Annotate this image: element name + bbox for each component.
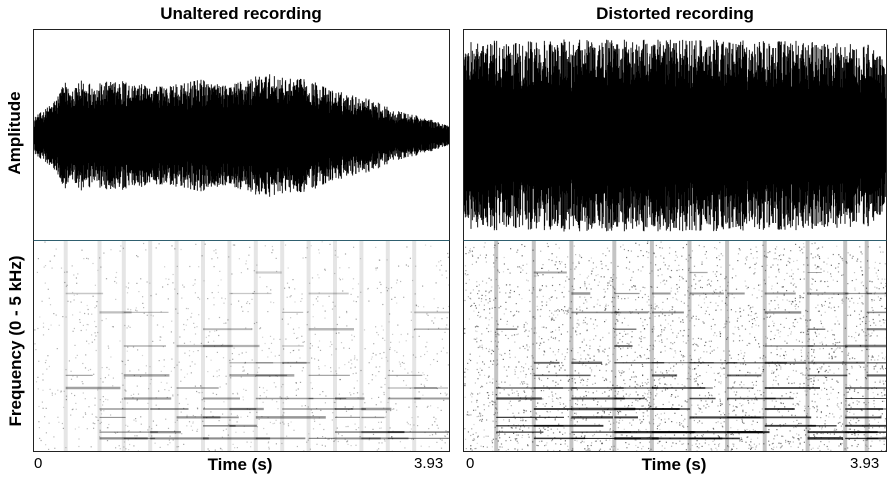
right-x-tick-start: 0 bbox=[466, 455, 475, 472]
right-x-tick-end: 3.93 bbox=[850, 455, 880, 472]
right-waveform-panel bbox=[463, 29, 887, 241]
frequency-axis-label: Frequency (0 - 5 kHz) bbox=[6, 255, 25, 427]
left-panel-title: Unaltered recording bbox=[160, 4, 322, 23]
right-spectrogram-image bbox=[464, 241, 886, 451]
left-spectrogram-image bbox=[34, 241, 449, 451]
right-waveform-plot bbox=[464, 39, 886, 232]
right-waveform-trace bbox=[464, 39, 886, 232]
left-x-tick-end: 3.93 bbox=[414, 455, 444, 472]
left-spectrogram-panel bbox=[33, 240, 450, 452]
amplitude-axis-label: Amplitude bbox=[5, 91, 24, 175]
left-spectrogram-plot bbox=[34, 241, 449, 451]
left-x-axis-label: Time (s) bbox=[207, 455, 273, 474]
right-panel-title: Distorted recording bbox=[596, 4, 754, 23]
left-waveform-trace bbox=[34, 74, 449, 197]
right-x-axis-label: Time (s) bbox=[641, 455, 707, 474]
left-waveform-plot bbox=[34, 74, 449, 197]
right-spectrogram-plot bbox=[464, 241, 886, 451]
left-waveform-panel bbox=[33, 29, 450, 241]
right-spectrogram-panel bbox=[463, 240, 887, 452]
left-x-tick-start: 0 bbox=[34, 455, 43, 472]
